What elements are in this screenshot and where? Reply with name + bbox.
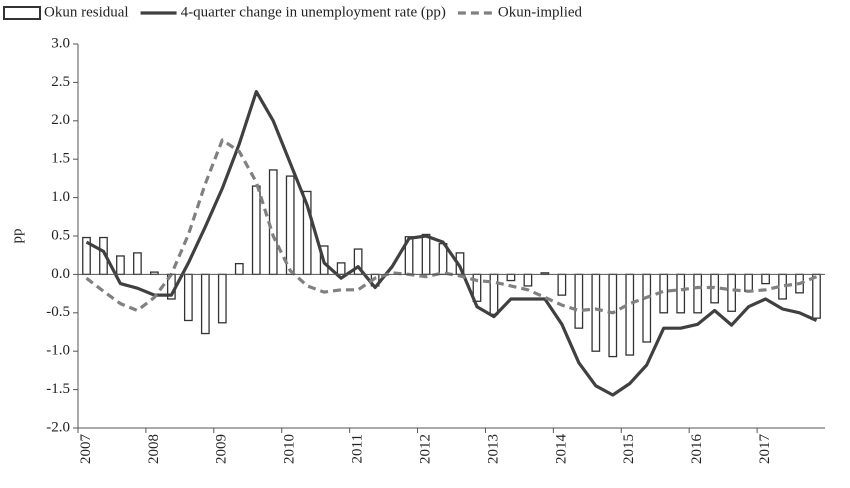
y-tick-label: 2.0 — [51, 112, 70, 128]
y-axis-label: pp — [9, 229, 25, 244]
bar — [506, 273, 516, 282]
y-tick-label: 3.0 — [51, 35, 70, 51]
y-tick-label: 2.5 — [51, 74, 70, 90]
bar — [676, 273, 686, 314]
y-tick-label: -1.5 — [46, 381, 70, 397]
bar — [744, 273, 753, 292]
x-tick-label: 2007 — [78, 434, 94, 465]
line — [85, 90, 818, 397]
bar — [285, 175, 295, 276]
y-tick-label: 1.0 — [51, 189, 70, 205]
legend-label: 4-quarter change in unemployment rate (p… — [181, 4, 446, 20]
y-tick-label: 0.5 — [51, 227, 70, 243]
y-tick-label: 1.5 — [51, 151, 70, 167]
bar — [234, 262, 244, 276]
y-tick-label: 0.0 — [51, 266, 70, 282]
bar — [200, 273, 210, 335]
bar — [591, 273, 601, 352]
x-tick-label: 2014 — [553, 434, 569, 465]
bar — [183, 273, 193, 322]
bar — [608, 273, 618, 358]
x-tick-label: 2015 — [621, 434, 637, 464]
x-tick-label: 2017 — [757, 434, 773, 465]
x-tick-label: 2010 — [282, 434, 298, 464]
bar — [812, 273, 821, 319]
x-tick-label: 2016 — [689, 434, 705, 465]
bar — [116, 255, 125, 276]
bar — [489, 273, 499, 315]
x-tick-label: 2013 — [485, 434, 501, 464]
y-tick-label: -2.0 — [46, 419, 70, 435]
bar — [133, 252, 142, 276]
bar — [727, 273, 737, 312]
bar — [642, 273, 652, 343]
bar — [268, 169, 278, 276]
legend-label: Okun-implied — [498, 4, 583, 20]
bar — [421, 233, 431, 276]
bar — [625, 273, 635, 356]
line — [85, 138, 818, 315]
legend-swatch — [3, 6, 41, 20]
y-tick-label: -1.0 — [46, 343, 70, 359]
bar — [574, 273, 584, 329]
bar — [557, 273, 567, 296]
bar — [523, 273, 533, 287]
x-tick-label: 2011 — [350, 434, 366, 463]
bar — [217, 273, 227, 324]
x-tick-label: 2012 — [417, 434, 433, 464]
bar — [336, 262, 346, 276]
bar — [761, 273, 770, 285]
bar — [693, 273, 703, 314]
x-tick-label: 2009 — [214, 434, 230, 464]
x-tick-label: 2008 — [146, 434, 162, 464]
legend-label: Okun residual — [44, 4, 129, 20]
bar — [251, 185, 261, 276]
y-tick-label: -0.5 — [46, 304, 70, 320]
